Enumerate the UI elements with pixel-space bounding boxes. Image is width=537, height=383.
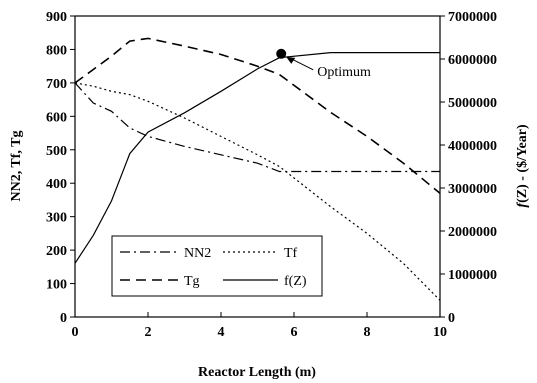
left-tick-label: 0 [60,311,67,326]
series-line-tg [74,37,441,194]
series-lines [74,37,441,301]
right-axis-title-italic: f [515,202,530,208]
x-tick-label: 0 [72,325,79,340]
x-tick-label: 4 [218,325,225,340]
right-tick-label: 3000000 [448,182,497,197]
left-tick-label: 100 [46,278,67,293]
left-axis-ticks: 0 100 200 300 400 500 600 700 800 900 [46,10,75,326]
left-tick-label: 600 [46,110,67,125]
left-tick-label: 500 [46,144,67,159]
legend-label-fz: f(Z) [284,274,307,289]
series-line-fz [74,51,440,264]
right-tick-label: 1000000 [448,268,497,283]
legend-label-nn2: NN2 [184,246,211,261]
legend-label-tg: Tg [184,274,200,289]
x-tick-label: 8 [364,325,371,340]
optimum-arrow-head [286,56,296,64]
optimum-point [276,48,287,59]
x-axis-ticks: 0 2 4 6 8 10 [72,312,447,340]
right-tick-label: 5000000 [448,96,497,111]
series-line-nn2 [74,82,440,173]
x-tick-label: 6 [291,325,298,340]
left-tick-label: 200 [46,244,67,259]
annotation: Optimum [276,48,371,80]
right-axis-title: f(Z) - ($/Year) [515,124,530,208]
left-tick-label: 400 [46,177,67,192]
right-tick-label: 2000000 [448,225,497,240]
legend-box [111,235,323,297]
right-tick-label: 6000000 [448,53,497,68]
plot-frame [74,15,441,318]
right-axis-ticks: 0 1000000 2000000 3000000 4000000 5000000 6000… [440,10,497,326]
right-tick-label: 7000000 [448,10,497,25]
x-axis-title: Reactor Length (m) [198,365,316,380]
right-axis-title-rest: (Z) - ($/Year) [515,124,530,203]
left-tick-label: 300 [46,211,67,226]
legend-label-tf: Tf [284,246,298,261]
x-tick-label: 10 [433,325,447,340]
left-tick-label: 900 [46,10,67,25]
left-tick-label: 700 [46,77,67,92]
left-axis-title: NN2, Tf, Tg [9,130,24,201]
legend: NN2 Tf Tg f(Z) [111,235,323,297]
right-tick-label: 0 [448,311,455,326]
x-tick-label: 2 [145,325,152,340]
series-line-tf [74,82,441,301]
right-tick-label: 4000000 [448,139,497,154]
optimum-label: Optimum [317,65,371,80]
left-tick-label: 800 [46,43,67,58]
